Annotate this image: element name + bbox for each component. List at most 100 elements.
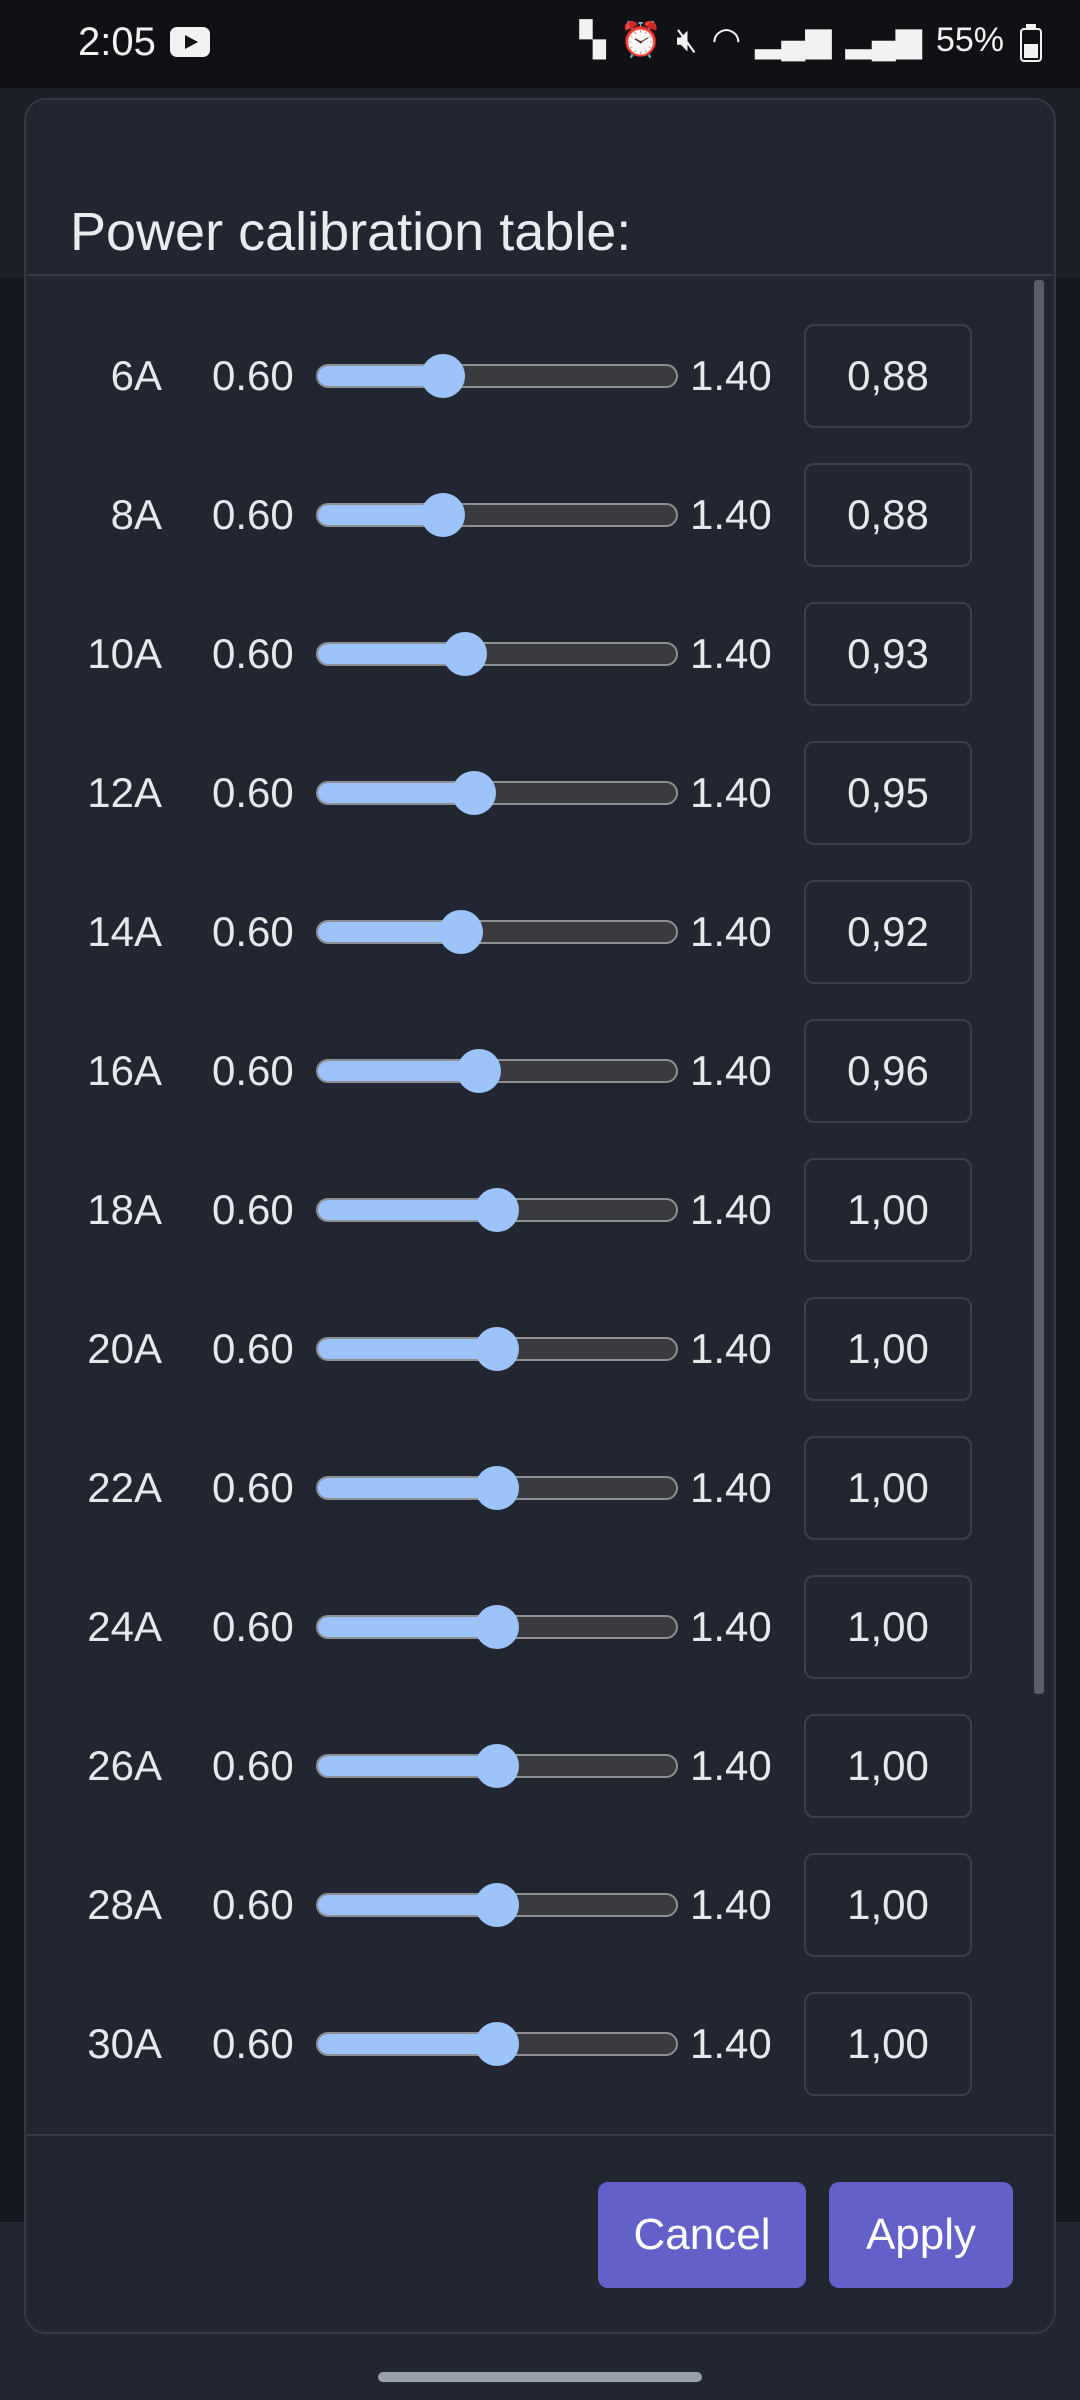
slider-track[interactable]	[316, 503, 678, 527]
value-field[interactable]: 0,88	[804, 324, 972, 428]
calibration-slider[interactable]	[316, 1049, 678, 1093]
slider-thumb[interactable]	[475, 1883, 519, 1927]
slider-min-label: 0.60	[212, 1881, 294, 1928]
value-field[interactable]: 1,00	[804, 1714, 972, 1818]
row-current-label: 30A	[87, 2020, 162, 2067]
slider-thumb[interactable]	[456, 1049, 501, 1093]
row-current-label: 8A	[110, 491, 162, 538]
slider-min-label: 0.60	[212, 908, 294, 955]
dialog-body[interactable]: 6A 0.60 1.40 0,88 8A 0.60 1.40 0,88 10A 0.60 1.40 0…	[26, 276, 1054, 2236]
value-field[interactable]: 1,00	[804, 1158, 972, 1262]
row-current-label: 10A	[87, 630, 162, 677]
value-field[interactable]: 0,88	[804, 463, 972, 567]
slider-fill	[318, 644, 466, 664]
home-indicator[interactable]	[378, 2372, 702, 2382]
slider-fill	[318, 1339, 497, 1359]
slider-thumb[interactable]	[452, 771, 497, 815]
slider-max-label: 1.40	[690, 352, 772, 399]
slider-max-label: 1.40	[690, 630, 772, 677]
alarm-icon: ⏰	[619, 21, 663, 59]
value-field[interactable]: 1,00	[804, 1853, 972, 1957]
row-current-label: 12A	[87, 769, 162, 816]
slider-max-label: 1.40	[690, 908, 772, 955]
value-field[interactable]: 1,00	[804, 1992, 972, 2096]
calibration-slider[interactable]	[316, 354, 678, 398]
row-current-label: 28A	[87, 1881, 162, 1928]
slider-thumb[interactable]	[475, 1327, 519, 1371]
slider-min-label: 0.60	[212, 1325, 294, 1372]
row-current-label: 14A	[87, 908, 162, 955]
value-field[interactable]: 0,92	[804, 880, 972, 984]
value-field[interactable]: 1,00	[804, 1575, 972, 1679]
calibration-slider[interactable]	[316, 1883, 678, 1927]
slider-thumb[interactable]	[475, 1605, 519, 1649]
row-current-label: 20A	[87, 1325, 162, 1372]
slider-fill	[318, 1756, 497, 1776]
slider-thumb[interactable]	[420, 493, 465, 537]
calibration-row: 24A 0.60 1.40 1,00	[26, 1575, 1026, 1679]
calibration-row: 18A 0.60 1.40 1,00	[26, 1158, 1026, 1262]
status-time: 2:05	[78, 20, 156, 64]
calibration-slider[interactable]	[316, 1744, 678, 1788]
calibration-row: 10A 0.60 1.40 0,93	[26, 602, 1026, 706]
slider-max-label: 1.40	[690, 491, 772, 538]
calibration-row: 26A 0.60 1.40 1,00	[26, 1714, 1026, 1818]
battery-icon	[1020, 24, 1042, 62]
value-field[interactable]: 1,00	[804, 1436, 972, 1540]
calibration-slider[interactable]	[316, 1188, 678, 1232]
scrollbar[interactable]	[1034, 280, 1044, 1694]
value-field[interactable]: 0,95	[804, 741, 972, 845]
slider-max-label: 1.40	[690, 1047, 772, 1094]
slider-max-label: 1.40	[690, 2020, 772, 2067]
apply-button[interactable]: Apply	[829, 2182, 1013, 2288]
slider-track[interactable]	[316, 642, 678, 666]
calibration-slider[interactable]	[316, 1466, 678, 1510]
row-current-label: 24A	[87, 1603, 162, 1650]
calibration-row: 14A 0.60 1.40 0,92	[26, 880, 1026, 984]
slider-fill	[318, 1061, 480, 1081]
slider-thumb[interactable]	[475, 1466, 519, 1510]
slider-thumb[interactable]	[438, 910, 483, 954]
slider-min-label: 0.60	[212, 630, 294, 677]
calibration-row: 28A 0.60 1.40 1,00	[26, 1853, 1026, 1957]
calibration-row: 16A 0.60 1.40 0,96	[26, 1019, 1026, 1123]
signal-icon: ▂▄▆	[755, 21, 832, 59]
slider-min-label: 0.60	[212, 491, 294, 538]
dialog-title: Power calibration table:	[70, 201, 632, 262]
calibration-row: 30A 0.60 1.40 1,00	[26, 1992, 1026, 2096]
dialog-footer: Cancel Apply	[26, 2134, 1054, 2332]
slider-min-label: 0.60	[212, 1047, 294, 1094]
calibration-row: 22A 0.60 1.40 1,00	[26, 1436, 1026, 1540]
slider-max-label: 1.40	[690, 1881, 772, 1928]
value-field[interactable]: 0,96	[804, 1019, 972, 1123]
slider-thumb[interactable]	[443, 632, 488, 676]
slider-min-label: 0.60	[212, 1464, 294, 1511]
slider-fill	[318, 1895, 497, 1915]
calibration-slider[interactable]	[316, 632, 678, 676]
slider-thumb[interactable]	[475, 2022, 519, 2066]
cancel-button[interactable]: Cancel	[598, 2182, 806, 2288]
value-field[interactable]: 0,93	[804, 602, 972, 706]
slider-max-label: 1.40	[690, 1742, 772, 1789]
slider-track[interactable]	[316, 920, 678, 944]
slider-thumb[interactable]	[420, 354, 465, 398]
value-field[interactable]: 1,00	[804, 1297, 972, 1401]
calibration-slider[interactable]	[316, 910, 678, 954]
slider-thumb[interactable]	[475, 1188, 519, 1232]
calibration-row: 6A 0.60 1.40 0,88	[26, 324, 1026, 428]
calibration-slider[interactable]	[316, 771, 678, 815]
calibration-slider[interactable]	[316, 1327, 678, 1371]
slider-thumb[interactable]	[475, 1744, 519, 1788]
wifi-icon: ◠	[711, 21, 742, 59]
slider-track[interactable]	[316, 781, 678, 805]
status-bar: 2:05 ▚ ⏰ 🔇︎ ◠ ▂▄▆ ▂▄▆ 55%	[0, 0, 1080, 88]
slider-track[interactable]	[316, 364, 678, 388]
calibration-slider[interactable]	[316, 2022, 678, 2066]
slider-max-label: 1.40	[690, 1186, 772, 1233]
calibration-dialog: Power calibration table: 6A 0.60 1.40 0,88 8…	[24, 98, 1056, 2334]
slider-max-label: 1.40	[690, 1325, 772, 1372]
slider-fill	[318, 2034, 497, 2054]
calibration-slider[interactable]	[316, 493, 678, 537]
battery-percent: 55%	[935, 20, 1004, 59]
calibration-slider[interactable]	[316, 1605, 678, 1649]
